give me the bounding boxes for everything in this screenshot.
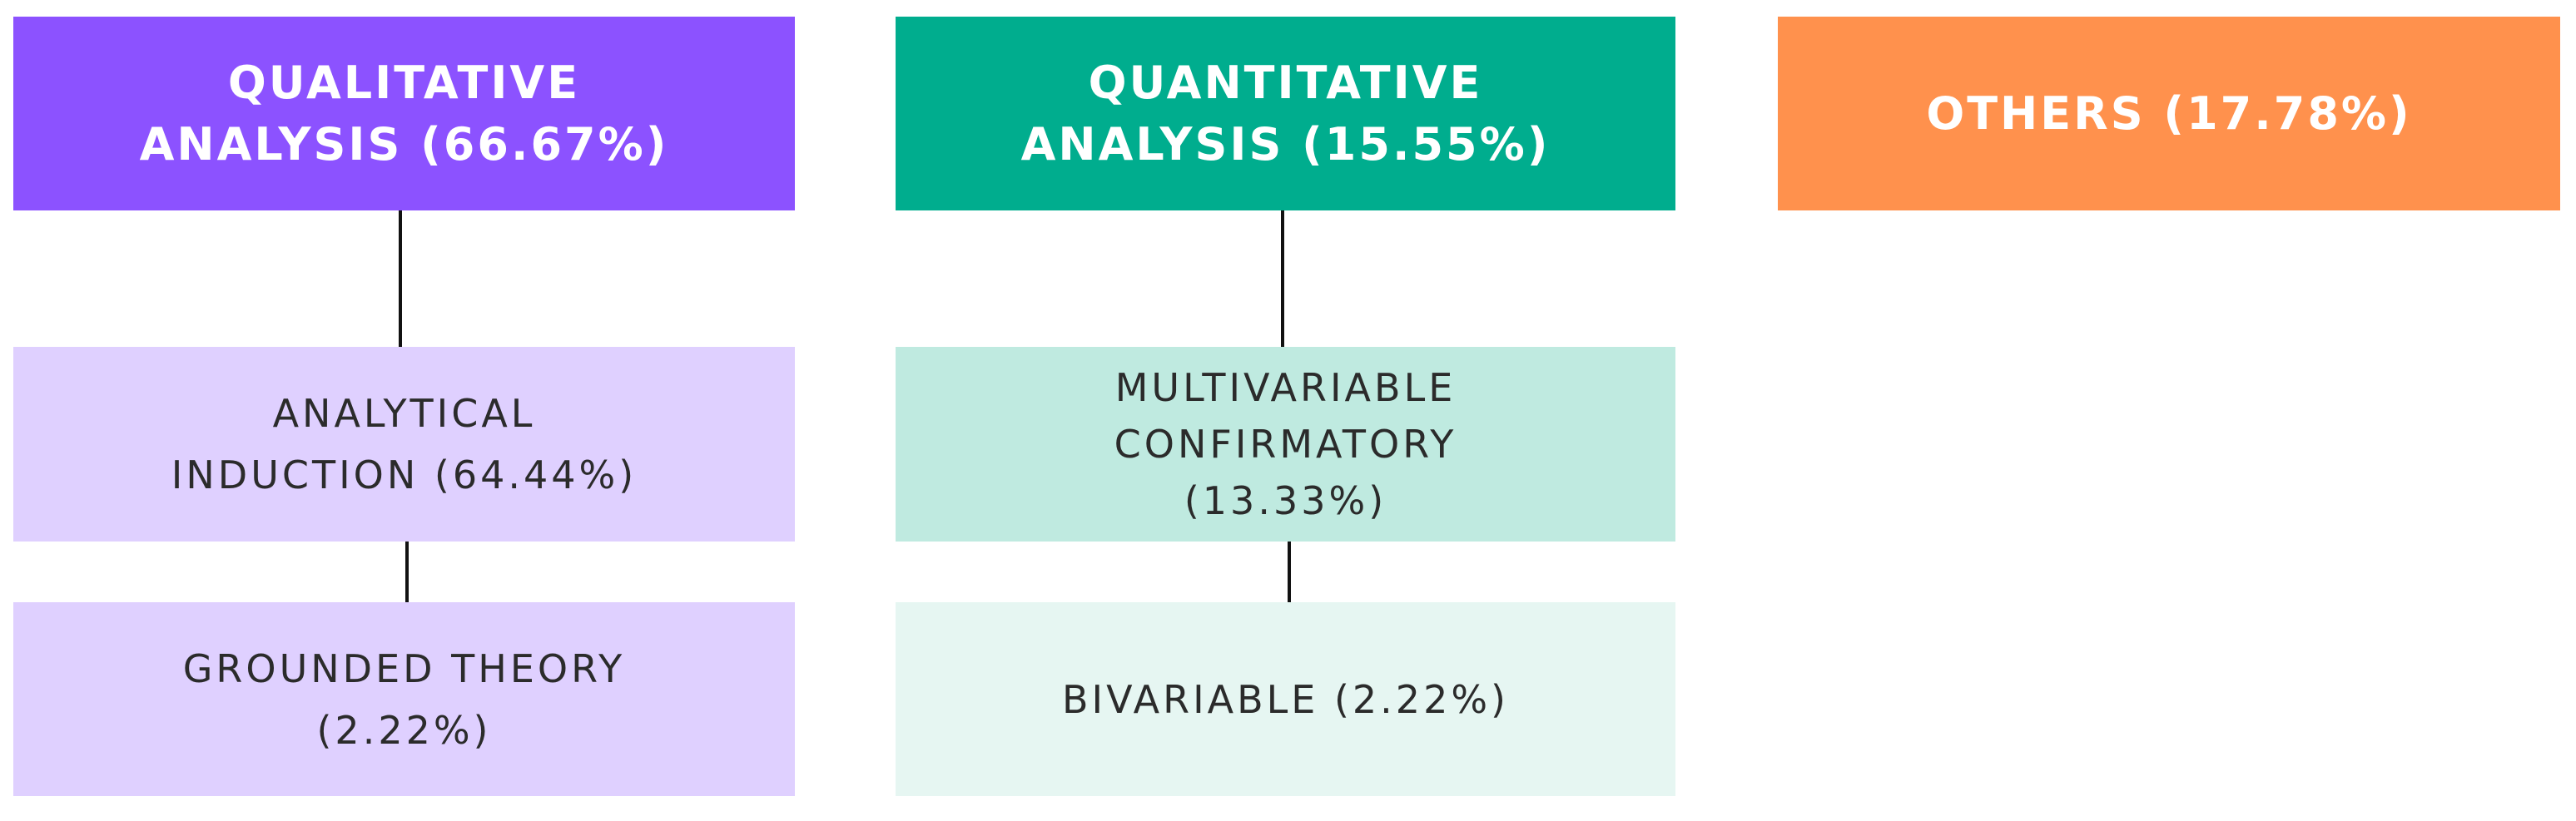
label-line: GROUNDED THEORY xyxy=(182,645,626,691)
label-line: ANALYSIS (15.55%) xyxy=(1020,117,1551,171)
label-line: ANALYSIS (66.67%) xyxy=(139,117,669,171)
connector xyxy=(1288,542,1291,602)
label-line: OTHERS (17.78%) xyxy=(1926,87,2412,140)
connector xyxy=(399,210,402,347)
header-box: QUANTITATIVE ANALYSIS (15.55%) xyxy=(896,17,1675,210)
header-box: QUALITATIVE ANALYSIS (66.67%) xyxy=(13,17,795,210)
child-box: MULTIVARIABLE CONFIRMATORY (13.33%) xyxy=(896,347,1675,542)
child-box: GROUNDED THEORY (2.22%) xyxy=(13,602,795,796)
child-box: BIVARIABLE (2.22%) xyxy=(896,602,1675,796)
header-box: OTHERS (17.78%) xyxy=(1778,17,2560,210)
child-box: ANALYTICAL INDUCTION (64.44%) xyxy=(13,347,795,542)
label-line: BIVARIABLE (2.22%) xyxy=(1061,676,1509,722)
label-line: QUALITATIVE xyxy=(227,56,581,109)
connector xyxy=(1281,210,1284,347)
label-line: INDUCTION (64.44%) xyxy=(171,453,638,497)
label-line: ANALYTICAL xyxy=(272,391,536,436)
label-line: QUANTITATIVE xyxy=(1088,56,1483,109)
label-line: MULTIVARIABLE xyxy=(1114,365,1457,410)
label-line: (13.33%) xyxy=(1184,478,1387,523)
connector xyxy=(405,542,409,602)
label-line: CONFIRMATORY xyxy=(1114,422,1457,467)
label-line: (2.22%) xyxy=(316,707,492,753)
